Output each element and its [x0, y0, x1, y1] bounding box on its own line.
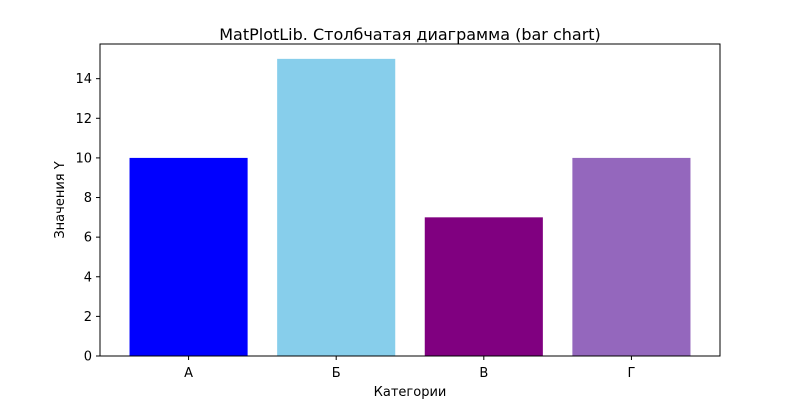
y-tick-label: 8: [84, 191, 92, 206]
bar-2: [277, 58, 396, 356]
x-tick-label: Б: [332, 366, 341, 381]
x-tick-label: Г: [627, 366, 635, 381]
y-tick-label: 10: [75, 151, 92, 166]
x-tick-label: В: [479, 366, 488, 381]
bars-group: [129, 58, 691, 356]
plot-frame: [99, 43, 721, 357]
y-tick-label: 0: [84, 350, 92, 365]
bar-3: [424, 217, 543, 356]
chart-title: MatPlotLib. Столбчатая диаграмма (bar ch…: [219, 25, 601, 44]
y-tick-label: 2: [84, 310, 92, 325]
y-axis-ticks: 0 2 4 6 8 10 12 14: [75, 72, 100, 365]
x-tick-label: А: [184, 366, 193, 381]
y-tick-label: 12: [75, 112, 92, 127]
y-tick-label: 14: [75, 72, 92, 87]
bar-4: [572, 157, 691, 356]
x-axis-ticks: А Б В Г: [184, 356, 635, 381]
y-tick-label: 6: [84, 231, 92, 246]
x-axis-label: Категории: [374, 385, 447, 400]
bar-1: [129, 157, 248, 356]
y-axis-label: Значения Y: [53, 161, 68, 238]
y-tick-label: 4: [84, 270, 92, 285]
